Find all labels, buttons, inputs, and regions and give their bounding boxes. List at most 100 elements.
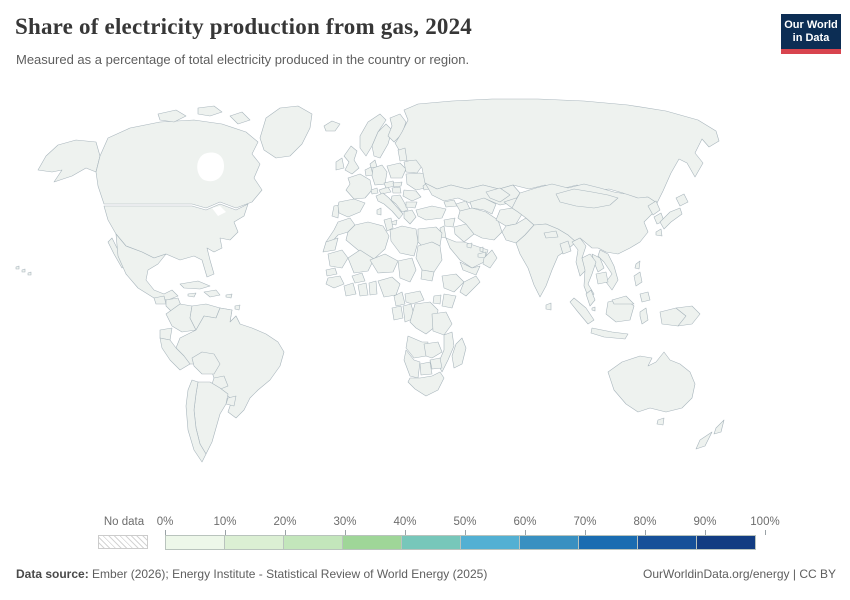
country-vietnam[interactable] [597, 249, 619, 291]
country-ivory-coast[interactable] [343, 282, 357, 297]
country-balkans[interactable] [390, 194, 409, 213]
country-poland[interactable] [386, 162, 407, 179]
country-kuwait[interactable] [466, 242, 473, 249]
country-botswana[interactable] [419, 361, 433, 376]
country-madagascar[interactable] [451, 337, 467, 369]
country-italy[interactable] [375, 192, 404, 220]
legend-bin-50-60[interactable] [460, 535, 520, 550]
country-malaysia-borneo[interactable] [611, 295, 635, 305]
country-alaska[interactable] [37, 139, 101, 183]
country-france[interactable] [345, 173, 373, 200]
legend-bin-80-90[interactable] [637, 535, 697, 550]
country-jamaica[interactable] [187, 292, 197, 298]
country-kenya[interactable] [441, 293, 457, 309]
country-trinidad[interactable] [234, 304, 241, 311]
owid-logo[interactable]: Our World in Data [781, 14, 841, 54]
country-mexico[interactable] [115, 233, 179, 301]
country-hawaii[interactable] [15, 265, 32, 276]
country-austria[interactable] [378, 186, 392, 195]
country-yemen[interactable] [459, 261, 481, 276]
country-uganda[interactable] [432, 294, 442, 305]
country-drc[interactable] [409, 301, 439, 335]
legend-bin-70-80[interactable] [578, 535, 638, 550]
country-romania[interactable] [402, 189, 422, 202]
country-japan-honshu[interactable] [659, 207, 683, 230]
country-uzbekistan[interactable] [485, 187, 511, 203]
country-malaysia-peninsula[interactable] [585, 289, 596, 307]
country-iraq[interactable] [453, 223, 475, 243]
country-oman[interactable] [482, 249, 498, 269]
country-zimbabwe[interactable] [429, 357, 443, 370]
country-thailand[interactable] [581, 253, 597, 300]
country-iran[interactable] [457, 207, 503, 241]
country-sudan[interactable] [415, 241, 443, 273]
country-indonesia-sulawesi[interactable] [639, 307, 649, 325]
country-hungary[interactable] [391, 186, 402, 194]
legend-bin-10-20[interactable] [224, 535, 284, 550]
country-bulgaria[interactable] [405, 201, 418, 209]
country-burkina-faso[interactable] [351, 272, 366, 284]
country-singapore[interactable] [591, 306, 596, 312]
country-senegal[interactable] [325, 267, 338, 277]
country-ethiopia[interactable] [441, 273, 465, 293]
country-niger[interactable] [369, 253, 399, 274]
country-japan-hokkaido[interactable] [675, 193, 689, 207]
country-philippines-luzon[interactable] [633, 271, 643, 287]
country-mauritania[interactable] [327, 249, 349, 269]
country-greenland[interactable] [259, 105, 313, 159]
legend-bin-30-40[interactable] [342, 535, 402, 550]
country-new-zealand-north[interactable] [713, 419, 725, 435]
country-iceland[interactable] [323, 120, 341, 132]
country-cameroon[interactable] [393, 291, 406, 307]
country-cambodia[interactable] [595, 271, 609, 285]
country-cuba[interactable] [179, 280, 211, 290]
country-guinea-region[interactable] [325, 275, 345, 289]
country-japan-kyushu[interactable] [655, 228, 663, 237]
country-bangladesh[interactable] [559, 240, 572, 255]
country-hispaniola[interactable] [203, 289, 221, 298]
country-greece[interactable] [403, 209, 417, 225]
legend-bin-0-10[interactable] [165, 535, 225, 550]
country-indonesia-java[interactable] [590, 327, 629, 340]
country-algeria[interactable] [345, 221, 390, 260]
country-new-zealand-south[interactable] [695, 431, 713, 450]
country-germany[interactable] [371, 164, 388, 186]
country-south-sudan[interactable] [420, 269, 435, 282]
country-qatar[interactable] [479, 246, 484, 253]
country-togo-benin[interactable] [368, 280, 378, 296]
country-switzerland[interactable] [370, 187, 379, 195]
country-tunisia[interactable] [383, 217, 394, 232]
country-chad[interactable] [397, 257, 417, 283]
country-chile[interactable] [185, 379, 207, 463]
legend-bin-90-100[interactable] [696, 535, 756, 550]
country-canada[interactable] [95, 119, 263, 209]
country-tasmania[interactable] [656, 417, 665, 426]
country-slovakia[interactable] [392, 181, 403, 188]
country-australia[interactable] [607, 351, 696, 413]
country-mozambique[interactable] [437, 331, 455, 373]
country-libya[interactable] [389, 225, 419, 257]
legend-bin-20-30[interactable] [283, 535, 343, 550]
country-indonesia-sumatra[interactable] [569, 297, 595, 325]
country-zambia[interactable] [423, 341, 443, 359]
country-philippines-mindanao[interactable] [639, 291, 651, 303]
country-georgia[interactable] [443, 199, 458, 208]
country-taiwan[interactable] [634, 260, 641, 270]
country-south-africa[interactable] [407, 371, 445, 397]
country-ghana[interactable] [357, 282, 369, 297]
country-ireland[interactable] [335, 157, 345, 171]
country-italy-sardinia[interactable] [376, 207, 382, 216]
country-puerto-rico[interactable] [225, 293, 233, 299]
no-data-swatch[interactable] [98, 535, 148, 549]
country-somalia[interactable] [459, 275, 481, 297]
country-syria[interactable] [443, 217, 456, 228]
country-papua-new-guinea[interactable] [675, 305, 701, 327]
country-central-african-republic[interactable] [404, 290, 425, 305]
country-canada-arctic-3[interactable] [229, 111, 251, 125]
owid-license-link[interactable]: OurWorldinData.org/energy | CC BY [643, 567, 836, 581]
country-tanzania[interactable] [431, 311, 453, 336]
country-nepal[interactable] [543, 230, 559, 239]
country-canada-arctic-2[interactable] [197, 105, 223, 117]
country-north-korea[interactable] [647, 200, 661, 216]
country-gabon[interactable] [391, 305, 404, 321]
